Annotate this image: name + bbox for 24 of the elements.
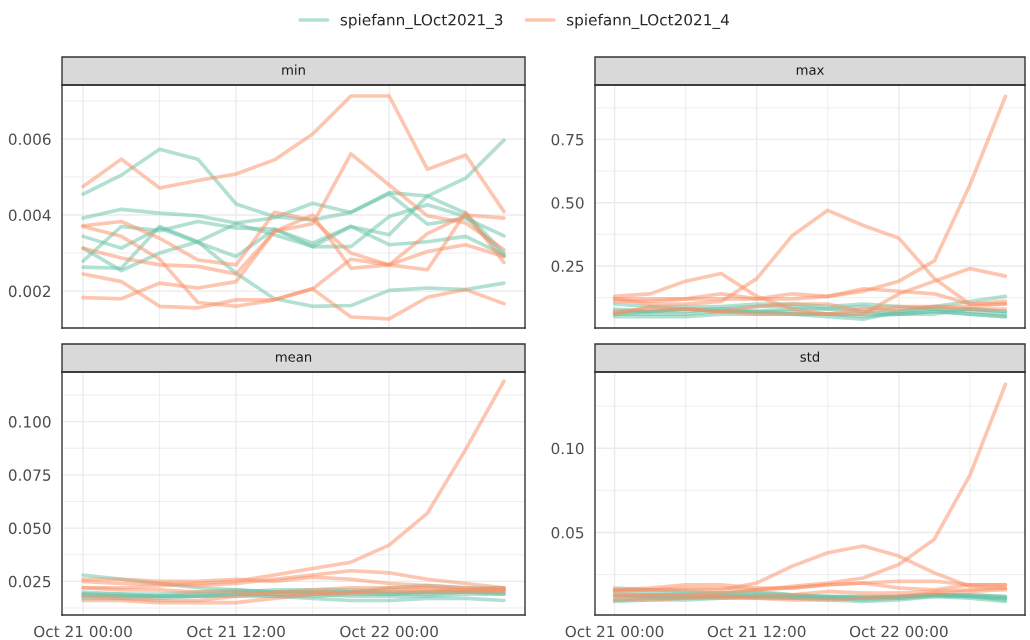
x-tick-label: Oct 22 00:00 [340,625,438,638]
y-tick-label: 0.05 [551,526,584,539]
y-tick-label: 0.25 [551,260,584,273]
y-tick-label: 0.075 [8,469,51,481]
y-tick-label: 0.10 [551,442,584,455]
x-tick-label: Oct 21 00:00 [34,625,132,638]
chart-title: min [282,64,305,75]
x-tick-label: Oct 21 00:00 [565,625,664,638]
y-tick-label: 0.50 [551,197,584,209]
y-tick-label: 0.75 [551,133,584,146]
y-tick-label: 0.002 [8,285,51,298]
y-tick-label: 0.025 [8,575,51,588]
y-tick-label: 0.006 [8,133,51,146]
x-tick-label: Oct 21 12:00 [707,625,806,638]
legend-label: spiefann_LOct2021_4 [567,13,729,29]
y-tick-label: 0.100 [8,416,51,428]
legend-label: spiefann_LOct2021_3 [340,13,503,29]
chart-title: max [796,67,824,75]
y-tick-label: 0.004 [8,209,51,222]
x-tick-label: Oct 21 12:00 [187,625,285,638]
chart-title: mean [275,354,312,362]
x-tick-label: Oct 22 00:00 [849,625,948,638]
chart-title: std [800,351,820,362]
y-tick-label: 0.050 [8,522,51,535]
